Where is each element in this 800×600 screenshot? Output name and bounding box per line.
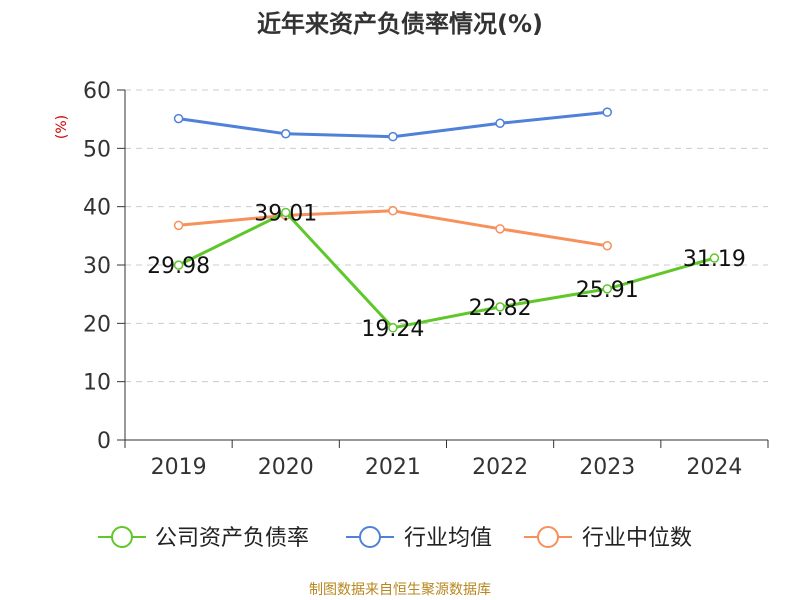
- y-tick-label: 30: [83, 254, 111, 279]
- y-axis-label: (%): [54, 115, 70, 139]
- legend-item[interactable]: 行业均值: [346, 526, 492, 551]
- data-point[interactable]: [281, 207, 291, 218]
- data-label: 22.82: [469, 296, 532, 321]
- legend-item[interactable]: 行业中位数: [524, 526, 692, 551]
- y-tick-label: 60: [83, 79, 111, 104]
- data-point[interactable]: [173, 220, 184, 231]
- data-point[interactable]: [709, 253, 720, 263]
- data-point[interactable]: [602, 107, 612, 117]
- data-labels-group: 29.98 39.01 19.24 22.82 25.91 31.19: [147, 201, 746, 341]
- data-point[interactable]: [388, 131, 398, 142]
- x-tick-label: 2021: [365, 455, 421, 480]
- legend-label: 行业中位数: [582, 526, 692, 551]
- series-group: [173, 107, 720, 333]
- data-label: 31.19: [683, 247, 746, 272]
- legend-label: 公司资产负债率: [155, 526, 309, 551]
- legend-item[interactable]: 公司资产负债率: [98, 526, 309, 551]
- y-tick-label: 10: [83, 371, 111, 396]
- chart-title: 近年来资产负债率情况(%): [257, 10, 543, 38]
- legend-swatch-marker: [359, 526, 381, 548]
- data-point[interactable]: [388, 206, 398, 216]
- x-tick-label: 2024: [686, 455, 742, 480]
- data-point[interactable]: [173, 260, 184, 270]
- data-point[interactable]: [281, 129, 291, 139]
- data-point[interactable]: [173, 113, 184, 124]
- x-tick-label: 2023: [579, 455, 635, 480]
- data-point[interactable]: [602, 284, 612, 294]
- source-note: 制图数据来自恒生聚源数据库: [309, 582, 491, 598]
- series-line: [178, 209, 608, 248]
- gridlines: [125, 89, 768, 383]
- legend[interactable]: 公司资产负债率 行业均值 行业中位数: [98, 526, 692, 551]
- data-point[interactable]: [495, 224, 505, 234]
- data-label: 29.98: [147, 254, 210, 279]
- data-label: 25.91: [576, 278, 639, 303]
- data-label: 19.24: [361, 317, 424, 342]
- legend-swatch-marker: [537, 526, 559, 548]
- y-tick-label: 50: [83, 137, 111, 162]
- data-point[interactable]: [602, 241, 612, 251]
- series-line: [177, 210, 715, 330]
- data-point[interactable]: [495, 118, 505, 128]
- data-point[interactable]: [495, 302, 505, 312]
- x-tick-label: 2022: [472, 455, 528, 480]
- x-tick-label: 2020: [258, 455, 314, 480]
- legend-swatch-marker: [111, 526, 133, 548]
- data-point[interactable]: [388, 323, 398, 333]
- data-label: 39.01: [254, 201, 317, 226]
- legend-label: 行业均值: [404, 526, 492, 551]
- y-tick-label: 40: [83, 196, 111, 221]
- y-tick-label: 20: [83, 312, 111, 337]
- axes: 0 10 20 30 40 50 60 2019 2020 2021 2022 2023 2024: [83, 79, 769, 480]
- x-tick-label: 2019: [151, 455, 207, 480]
- y-tick-label: 0: [97, 429, 111, 454]
